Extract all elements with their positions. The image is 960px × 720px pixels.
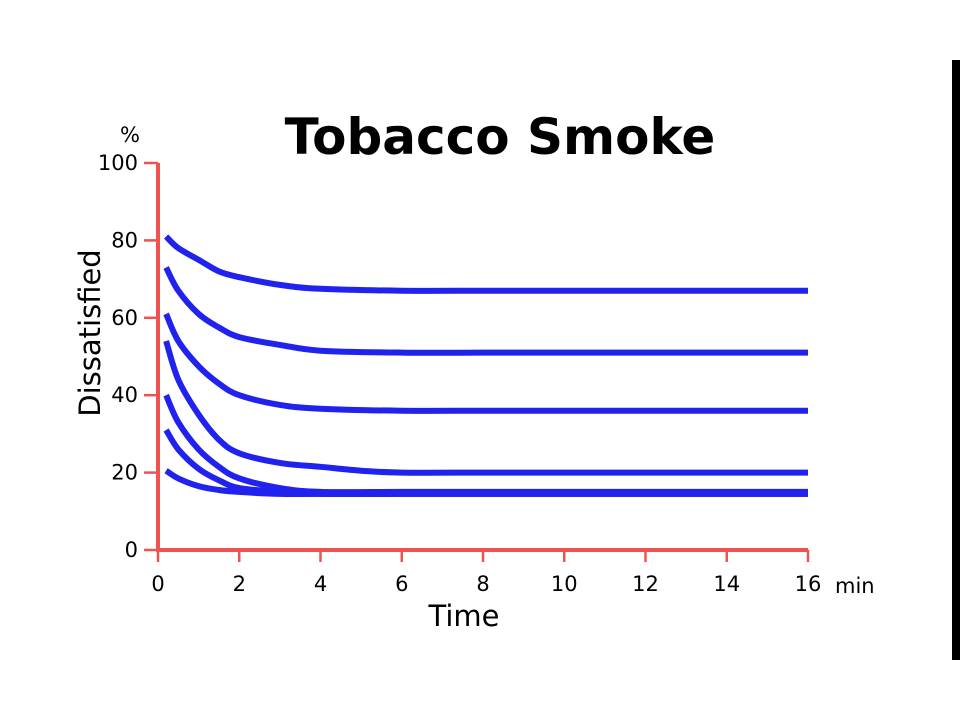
y-tick-label: 80 xyxy=(111,228,138,252)
y-tick-label: 40 xyxy=(111,383,138,407)
x-tick-label: 10 xyxy=(551,572,578,596)
x-tick-label: 6 xyxy=(395,572,408,596)
y-tick-label: 100 xyxy=(98,151,138,175)
y-tick-label: 20 xyxy=(111,461,138,485)
y-tick-label: 0 xyxy=(125,538,138,562)
series-line-7 xyxy=(164,468,808,498)
series-line-2 xyxy=(163,266,808,356)
y-unit-label: % xyxy=(120,123,140,147)
series-line-3 xyxy=(163,312,808,414)
x-tick-label: 14 xyxy=(713,572,740,596)
axes-layer xyxy=(156,163,808,552)
x-unit-label: min xyxy=(835,574,875,598)
y-axis-label: Dissatisfied xyxy=(73,249,107,416)
chart-title: Tobacco Smoke xyxy=(285,108,716,166)
series-layer xyxy=(163,234,808,498)
x-tick-label: 2 xyxy=(233,572,246,596)
series-line-1 xyxy=(163,234,808,294)
right-frame-bar xyxy=(952,60,960,660)
x-tick-label: 4 xyxy=(314,572,327,596)
x-tick-label: 12 xyxy=(632,572,659,596)
x-tick-label: 0 xyxy=(151,572,164,596)
series-line-4 xyxy=(163,340,808,476)
x-tick-label: 16 xyxy=(795,572,822,596)
x-axis-label: Time xyxy=(428,599,500,633)
x-tick-label: 8 xyxy=(476,572,489,596)
y-tick-label: 60 xyxy=(111,306,138,330)
